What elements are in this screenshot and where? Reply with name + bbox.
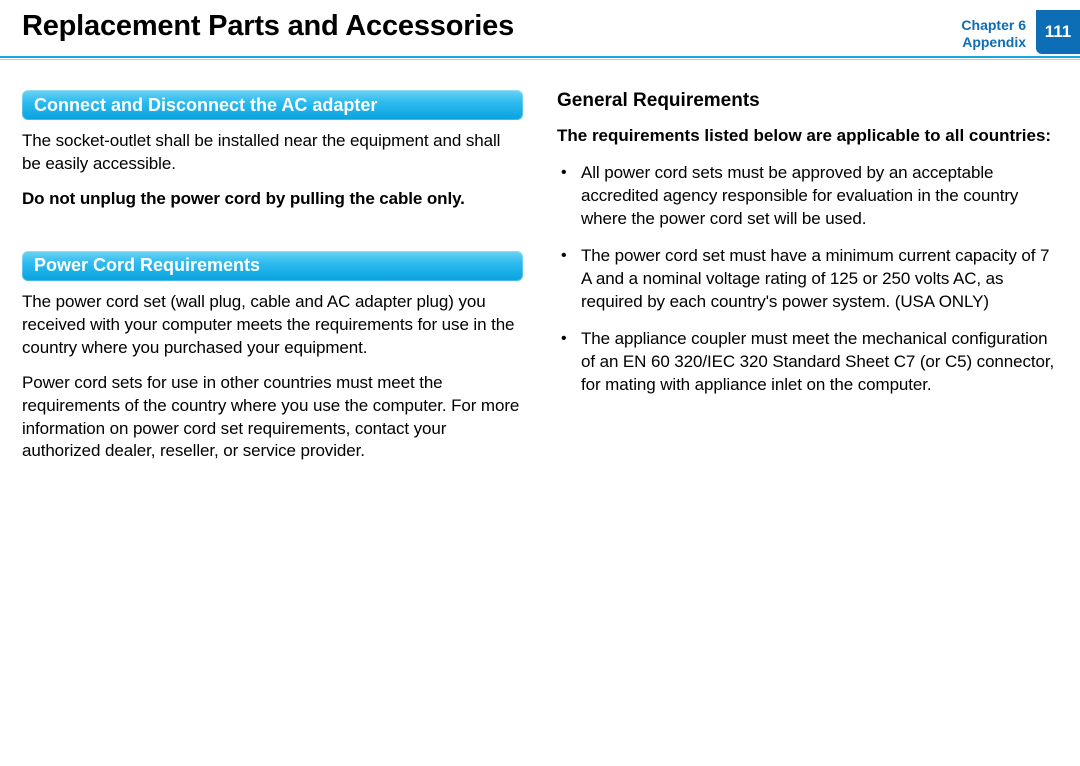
ac-adapter-warning: Do not unplug the power cord by pulling … [22, 188, 523, 211]
general-requirements-intro: The requirements listed below are applic… [557, 126, 1058, 146]
page-title: Replacement Parts and Accessories [22, 10, 514, 43]
power-cord-para-1: The power cord set (wall plug, cable and… [22, 291, 523, 360]
general-requirements-heading: General Requirements [557, 90, 1058, 112]
page-header: Replacement Parts and Accessories Chapte… [0, 0, 1080, 54]
list-item: The power cord set must have a minimum c… [557, 245, 1058, 314]
section-heading-ac-adapter: Connect and Disconnect the AC adapter [22, 90, 523, 120]
chapter-line-1: Chapter 6 [961, 17, 1026, 35]
body-columns: Connect and Disconnect the AC adapter Th… [22, 90, 1058, 766]
section-heading-power-cord: Power Cord Requirements [22, 251, 523, 281]
chapter-info: Chapter 6 Appendix 111 [961, 10, 1080, 54]
list-item: The appliance coupler must meet the mech… [557, 328, 1058, 397]
section-spacer [22, 223, 523, 251]
left-column: Connect and Disconnect the AC adapter Th… [22, 90, 523, 766]
document-page: Replacement Parts and Accessories Chapte… [0, 0, 1080, 766]
chapter-label: Chapter 6 Appendix [961, 13, 1026, 52]
list-item: All power cord sets must be approved by … [557, 162, 1058, 231]
chapter-line-2: Appendix [961, 34, 1026, 52]
power-cord-para-2: Power cord sets for use in other countri… [22, 372, 523, 464]
ac-adapter-para-1: The socket-outlet shall be installed nea… [22, 130, 523, 176]
header-rule [0, 56, 1080, 61]
right-column: General Requirements The requirements li… [557, 90, 1058, 766]
page-number-badge: 111 [1036, 10, 1080, 54]
requirements-list: All power cord sets must be approved by … [557, 162, 1058, 396]
